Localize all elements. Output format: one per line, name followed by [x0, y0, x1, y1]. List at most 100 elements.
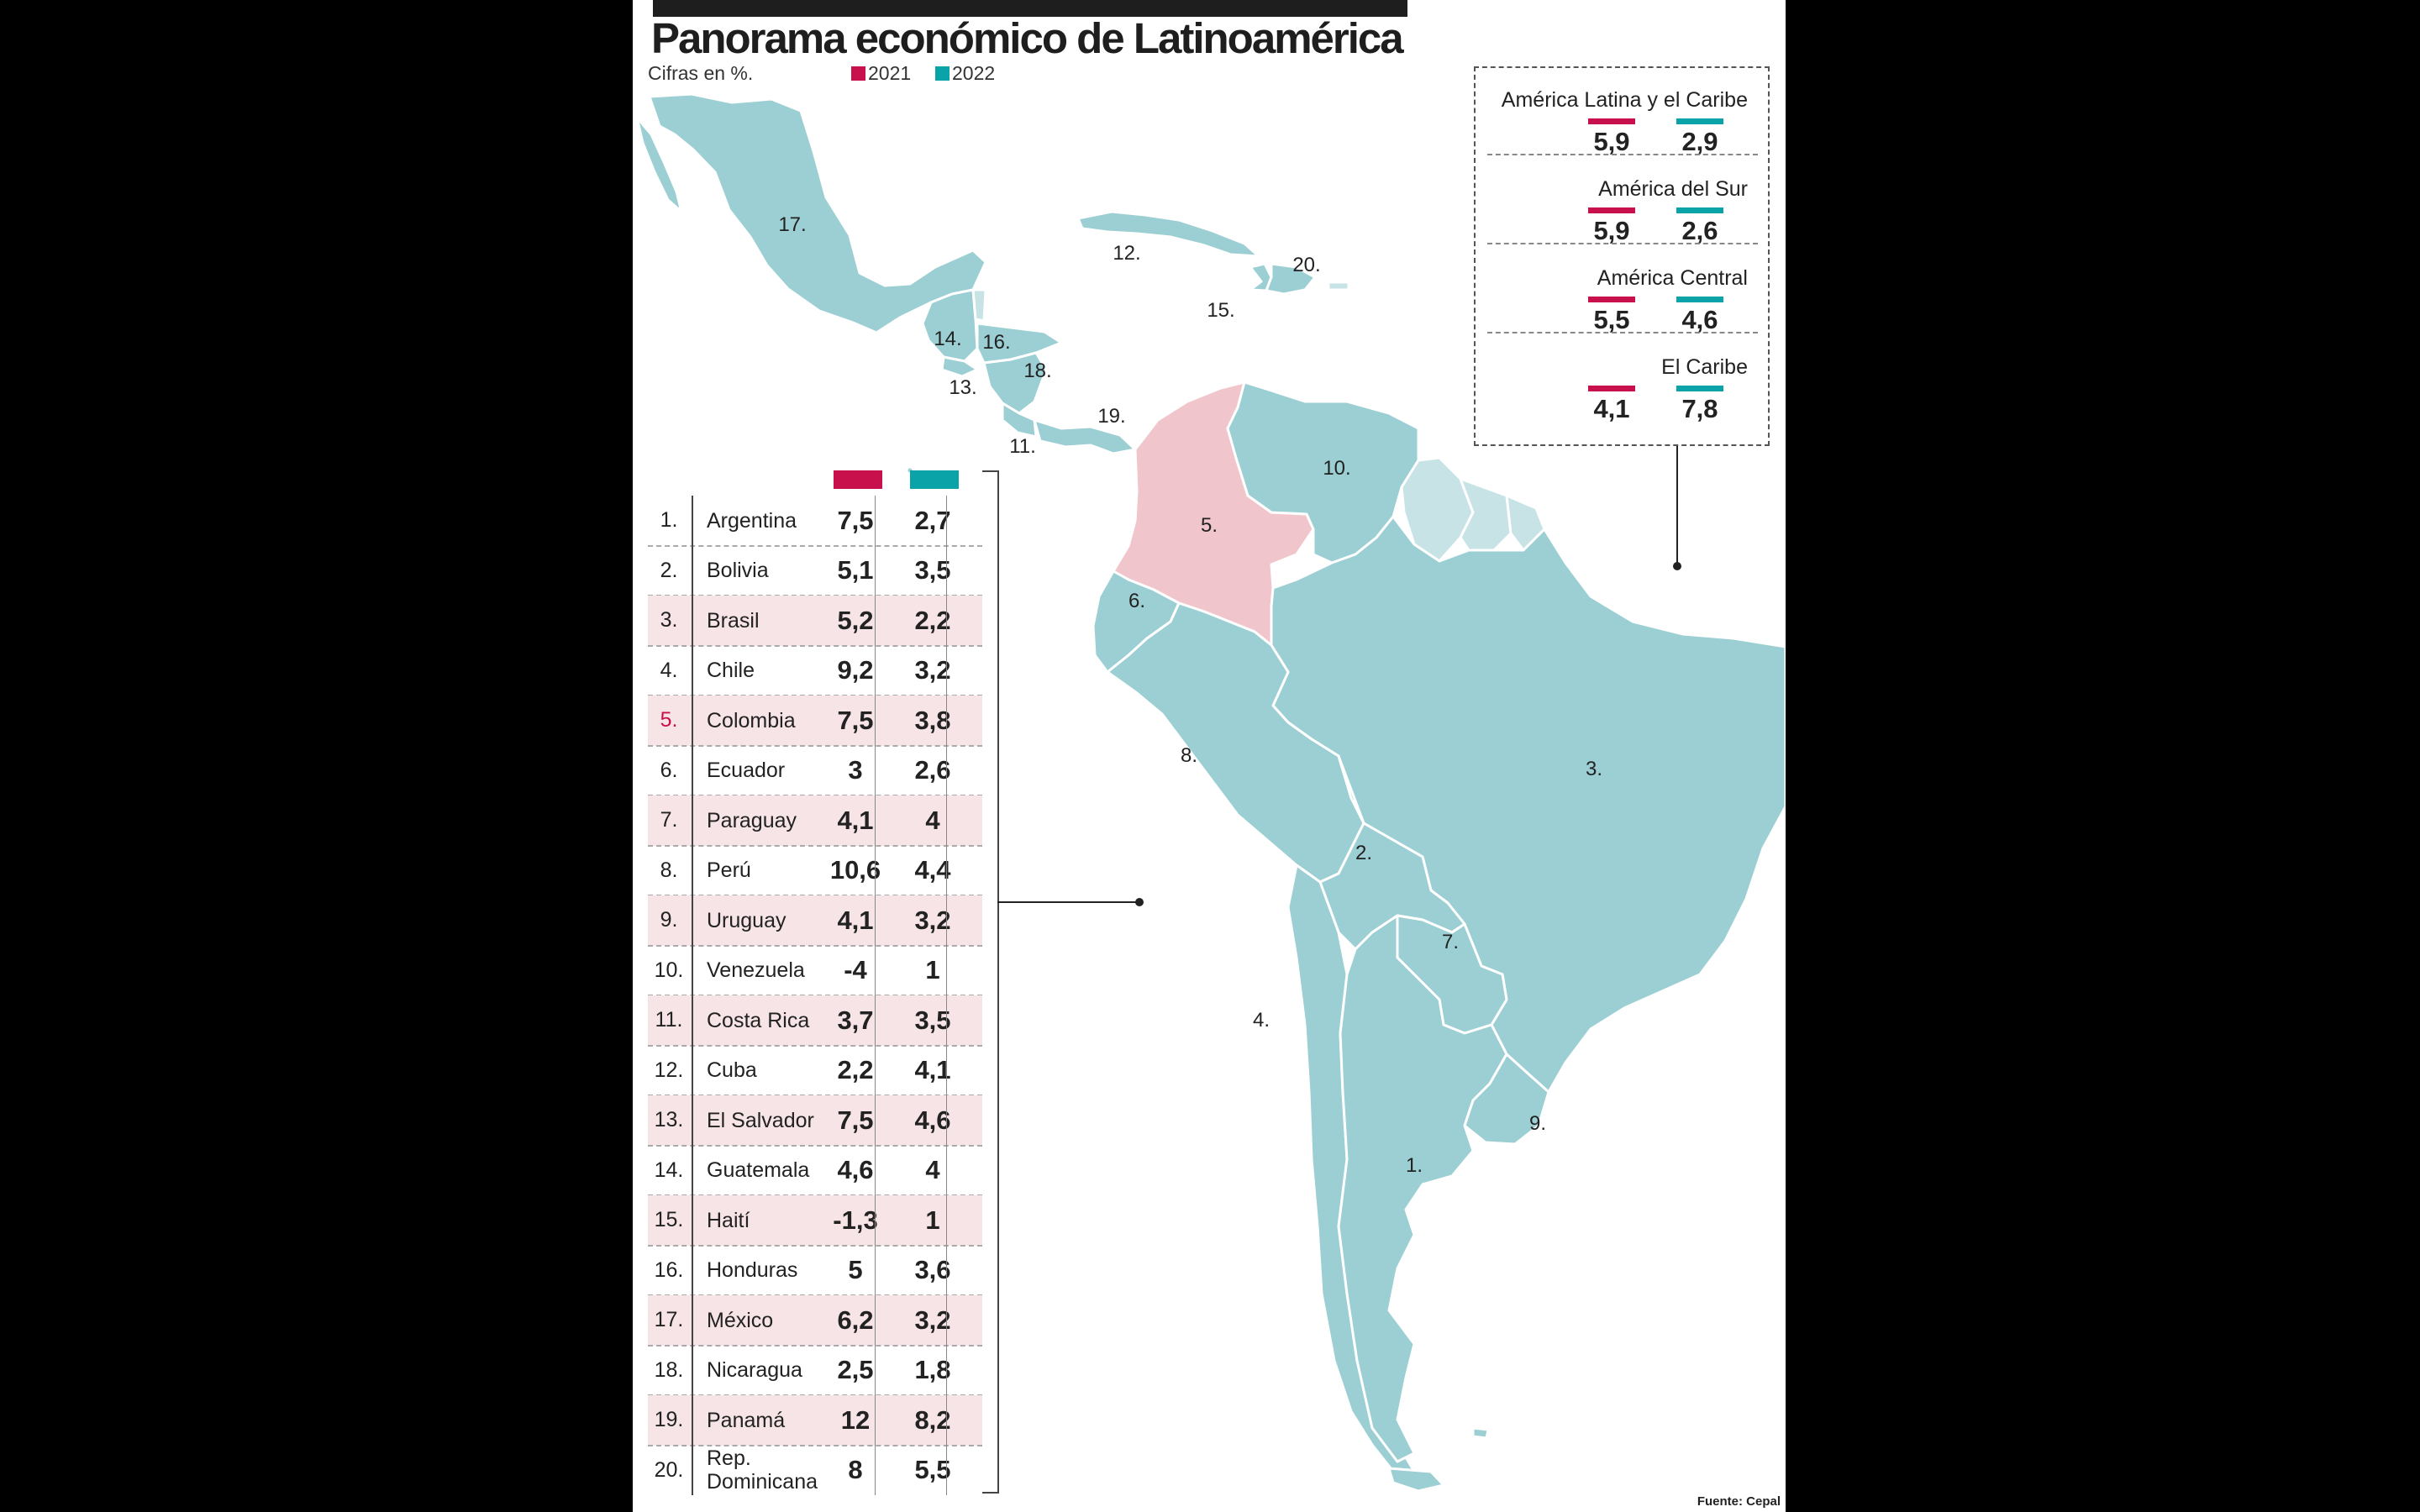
- map-label-14: 14.: [934, 328, 962, 350]
- row-number: 4.: [660, 658, 678, 682]
- country-name: Haití: [707, 1208, 750, 1232]
- region-bar-2022: [1676, 386, 1723, 391]
- latin-america-map: [635, 92, 1786, 1493]
- legend-label-2021: 2021: [868, 62, 912, 84]
- row-number: 2.: [660, 558, 678, 582]
- table-row: 12. Cuba 2,2 4,1: [648, 1046, 982, 1096]
- map-label-16: 16.: [982, 331, 1011, 354]
- map-puerto-rico: [1327, 281, 1350, 291]
- region-value-2021: 5,9: [1586, 118, 1637, 157]
- map-country-mexico: [648, 92, 987, 334]
- table-header-2021: [834, 470, 882, 489]
- value-2022: 1: [925, 1205, 940, 1235]
- value-2021: 10,6: [829, 855, 881, 885]
- value-2022: 4: [925, 805, 940, 835]
- country-name: Argentina: [707, 508, 797, 533]
- map-label-19: 19.: [1097, 405, 1126, 428]
- legend-label-2022: 2022: [952, 62, 996, 84]
- legend-swatch-2022: [935, 66, 950, 81]
- region-name: América Central: [1597, 266, 1748, 290]
- value-2022: 3,5: [914, 555, 951, 585]
- map-country-el-salvador: [940, 355, 979, 378]
- region-separator: [1487, 243, 1758, 244]
- region-value-2022-text: 2,6: [1681, 216, 1718, 245]
- col-separator-1: [692, 496, 693, 1495]
- value-2021: 4,1: [837, 805, 874, 835]
- table-bracket-bottom: [982, 1492, 999, 1494]
- value-2021: 5: [848, 1255, 863, 1285]
- country-name: Paraguay: [707, 808, 797, 832]
- region-value-2021: 5,9: [1586, 207, 1637, 246]
- value-2022: 1: [925, 955, 940, 985]
- row-separator: [648, 1344, 982, 1347]
- row-separator: [648, 1144, 982, 1147]
- country-name: Brasil: [707, 608, 760, 633]
- table-row: 17. México 6,2 3,2: [648, 1295, 982, 1347]
- table-header-2022: [910, 470, 959, 489]
- table-bracket-top: [982, 470, 999, 472]
- row-number: 14.: [654, 1158, 684, 1182]
- region-row-central-america: América Central 5,5 4,6: [1487, 246, 1758, 335]
- value-2022: 1,8: [914, 1355, 951, 1385]
- map-label-2: 2.: [1355, 842, 1373, 864]
- country-name: Rep. Dominicana: [707, 1446, 818, 1494]
- value-2022: 2,6: [914, 755, 951, 785]
- region-value-2022: 7,8: [1675, 386, 1725, 424]
- value-2022: 4,1: [914, 1055, 951, 1085]
- region-row-caribbean: El Caribe 4,1 7,8: [1487, 335, 1758, 423]
- map-country-argentina: [1337, 914, 1508, 1463]
- country-name: Nicaragua: [707, 1358, 802, 1383]
- value-2021: -4: [844, 955, 867, 985]
- country-name: Costa Rica: [707, 1008, 810, 1032]
- country-name: Uruguay: [707, 908, 786, 932]
- map-country-costa-rica: [1001, 402, 1038, 438]
- source-note: Fuente: Cepal: [1697, 1494, 1781, 1509]
- table-row: 4. Chile 9,2 3,2: [648, 646, 982, 696]
- region-value-2022-text: 7,8: [1681, 394, 1718, 423]
- map-country-cuba: [1076, 210, 1260, 258]
- region-separator: [1487, 154, 1758, 155]
- region-name: América Latina y el Caribe: [1501, 88, 1748, 112]
- value-2022: 3,6: [914, 1255, 951, 1285]
- legend-swatch-2021: [851, 66, 865, 81]
- infographic-panel: Panorama económico de Latinoamérica Cifr…: [633, 0, 1786, 1512]
- country-name: Chile: [707, 659, 755, 683]
- summary-leader-line: [1676, 446, 1678, 567]
- country-name: Cuba: [707, 1058, 757, 1083]
- table-row: 15. Haití -1,3 1: [648, 1195, 982, 1247]
- regional-summary-box: América Latina y el Caribe 5,9 2,9 América …: [1474, 66, 1770, 446]
- summary-leader-dot: [1673, 562, 1681, 570]
- row-separator: [648, 544, 982, 547]
- map-label-3: 3.: [1585, 758, 1603, 780]
- table-row: 20. Rep. Dominicana 8 5,5: [648, 1446, 982, 1496]
- row-number: 1.: [660, 508, 678, 533]
- region-bar-2022: [1676, 297, 1723, 302]
- table-row: 18. Nicaragua 2,5 1,8: [648, 1346, 982, 1396]
- col-separator-3: [946, 496, 947, 1495]
- region-row-latam-caribe: América Latina y el Caribe 5,9 2,9: [1487, 68, 1758, 157]
- row-number: 9.: [660, 908, 678, 932]
- row-separator: [648, 644, 982, 647]
- region-value-2022: 2,9: [1675, 118, 1725, 157]
- table-row: 13. El Salvador 7,5 4,6: [648, 1095, 982, 1147]
- legend-2021: 2021: [851, 62, 911, 85]
- table-row: 8. Perú 10,6 4,4: [648, 846, 982, 896]
- value-2021: 9,2: [837, 655, 874, 685]
- map-country-guyana: [1400, 456, 1475, 563]
- value-2022: 8,2: [914, 1404, 951, 1435]
- row-number: 18.: [654, 1357, 684, 1382]
- region-bar-2022: [1676, 118, 1723, 124]
- region-bar-2021: [1588, 386, 1635, 391]
- value-2021: -1,3: [833, 1205, 878, 1235]
- value-2021: 6,2: [837, 1305, 874, 1335]
- value-2021: 12: [840, 1404, 871, 1435]
- value-2022: 2,2: [914, 605, 951, 635]
- map-label-7: 7.: [1441, 931, 1460, 953]
- row-number: 12.: [654, 1058, 684, 1082]
- row-number: 16.: [654, 1257, 684, 1282]
- region-value-2021: 5,5: [1586, 297, 1637, 335]
- top-bar: [653, 0, 1407, 17]
- region-bar-2021: [1588, 297, 1635, 302]
- row-number: 17.: [654, 1308, 684, 1332]
- region-value-2021-text: 5,5: [1593, 305, 1630, 334]
